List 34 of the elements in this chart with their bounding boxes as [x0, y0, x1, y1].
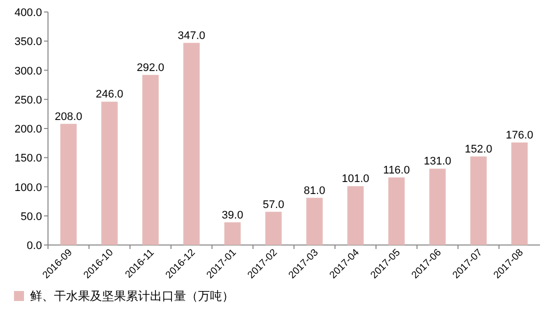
y-tick-label: 300.0 [14, 65, 42, 78]
data-label: 176.0 [506, 129, 534, 142]
y-tick-label: 200.0 [14, 124, 42, 136]
data-label: 292.0 [136, 62, 164, 74]
bar [224, 222, 241, 245]
y-tick-label: 150.0 [14, 152, 42, 165]
bar [183, 42, 200, 245]
y-tick-label: 50.0 [20, 210, 42, 223]
data-label: 208.0 [54, 110, 82, 123]
data-label: 81.0 [304, 184, 326, 197]
data-label: 101.0 [342, 173, 370, 186]
legend-label: 鲜、干水果及坚果累计出口量（万吨） [30, 289, 234, 303]
data-label: 152.0 [464, 143, 492, 156]
y-tick-label: 350.0 [14, 36, 42, 48]
bar [470, 156, 487, 245]
data-label: 57.0 [262, 198, 284, 211]
bar [511, 142, 528, 245]
data-label: 347.0 [178, 30, 206, 42]
data-label: 39.0 [222, 209, 244, 222]
data-label: 116.0 [383, 164, 410, 176]
y-tick-label: 100.0 [14, 182, 42, 194]
bar [306, 198, 323, 245]
bar [429, 168, 446, 245]
data-label: 131.0 [424, 156, 452, 168]
y-tick-label: 400.0 [14, 7, 42, 19]
y-tick-label: 0.0 [26, 240, 42, 252]
bar [60, 124, 77, 245]
bar [388, 177, 405, 245]
data-label: 246.0 [96, 88, 124, 101]
y-tick-label: 250.0 [14, 94, 42, 106]
bar [142, 74, 159, 245]
bar [347, 186, 364, 245]
bar [265, 212, 282, 245]
bar [101, 102, 118, 245]
